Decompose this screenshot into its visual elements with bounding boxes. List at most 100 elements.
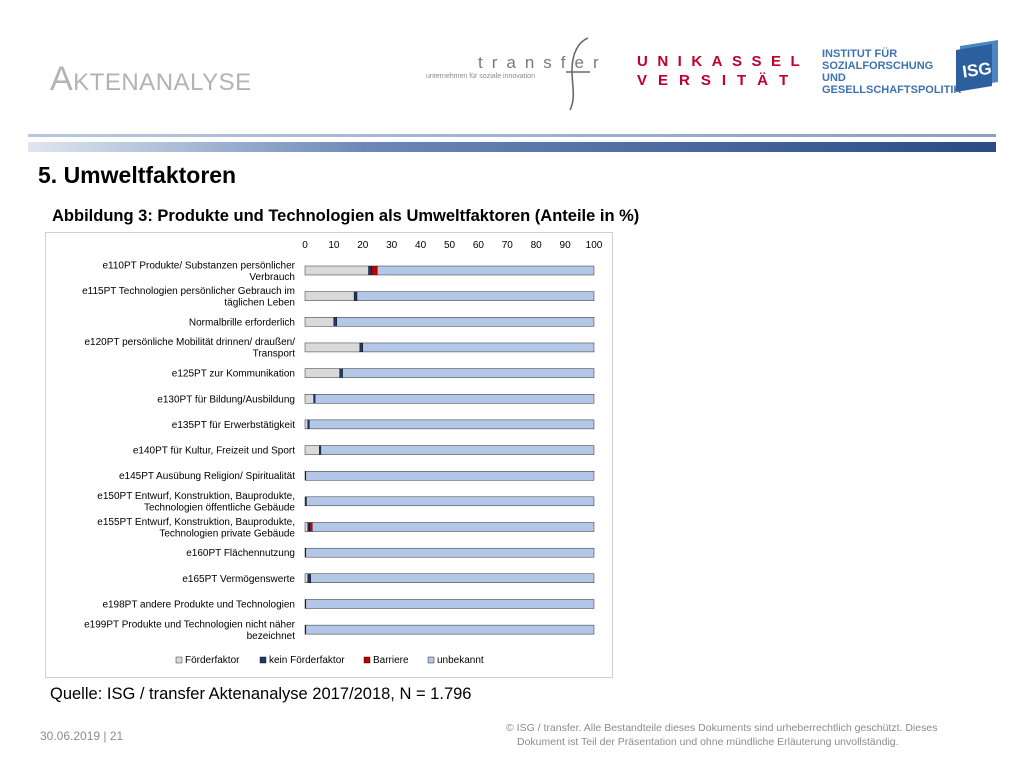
x-tick-label: 40 <box>415 240 427 251</box>
bar-segment <box>377 265 595 276</box>
bar-segment <box>305 547 595 558</box>
legend-label: unbekannt <box>437 655 484 666</box>
x-tick-label: 70 <box>502 240 514 251</box>
category-label: e140PT für Kultur, Freizeit und Sport <box>133 446 295 457</box>
bar-segment <box>314 394 595 404</box>
category-label: e150PT Entwurf, Konstruktion, Bauprodukt… <box>97 491 295 502</box>
category-label: e120PT persönliche Mobilität drinnen/ dr… <box>85 337 296 348</box>
bar-segment <box>304 496 307 507</box>
category-label: Verbrauch <box>249 272 295 283</box>
stacked-bar-chart: 0 10 20 30 40 50 60 70 80 90 100 e110PT Produkte/ S… <box>82 240 603 666</box>
footer-copyright: © ISG / transfer. Alle Bestandteile dies… <box>506 721 986 749</box>
category-label: e199PT Produkte und Technologien nicht n… <box>84 619 296 630</box>
x-tick-label: 50 <box>444 240 456 251</box>
category-label: e165PT Vermögenswerte <box>182 574 295 585</box>
bar-segment <box>307 419 310 430</box>
bar-segment <box>333 317 337 327</box>
unikassel-logo: UNIKASSEL VERSITÄT <box>637 53 809 88</box>
legend-swatch <box>427 656 435 664</box>
bar-segment <box>368 265 372 276</box>
bar-segment <box>305 624 595 635</box>
figure-caption: Abbildung 3: Produkte und Technologien a… <box>52 207 640 225</box>
bar-segment <box>371 265 378 276</box>
section-title: 5. Umweltfaktoren <box>38 162 237 188</box>
bar-segment <box>307 573 311 583</box>
bar-segment <box>320 445 595 455</box>
category-label: e135PT für Erwerbstätigkeit <box>172 420 295 431</box>
bar-segment <box>304 394 314 404</box>
transfer-logo-tagline: unternehmen für soziale innovation <box>426 73 535 80</box>
bar-segment <box>304 573 309 583</box>
bar-segment <box>304 317 335 327</box>
category-label: e145PT Ausübung Religion/ Spiritualität <box>119 471 295 482</box>
x-tick-label: 0 <box>302 240 308 251</box>
category-label: Transport <box>253 349 296 360</box>
x-tick-label: 10 <box>328 240 340 251</box>
category-label: e160PT Flächennutzung <box>186 548 295 559</box>
svg-text:ISG: ISG <box>961 59 993 82</box>
bar-segment <box>304 445 320 455</box>
category-label: täglichen Leben <box>224 297 295 308</box>
bar-segment <box>304 265 369 276</box>
category-label: e115PT Technologien persönlicher Gebrauc… <box>82 286 295 297</box>
category-label: e155PT Entwurf, Konstruktion, Bauprodukt… <box>97 517 295 528</box>
category-label: Technologien private Gebäude <box>159 528 295 539</box>
bar-segment <box>356 291 595 301</box>
unikassel-logo-line1: UNIKASSEL <box>637 53 809 70</box>
legend-swatch <box>175 656 183 664</box>
bar-segment <box>305 470 595 481</box>
bar-segment <box>312 522 595 532</box>
bar-segment <box>309 419 595 430</box>
legend-label: Barriere <box>373 655 409 666</box>
bar-segment <box>362 342 595 353</box>
transfer-logo: transfer unternehmen für soziale innovat… <box>426 37 608 111</box>
legend-swatch <box>259 656 267 664</box>
category-label: e110PT Produkte/ Substanzen persönlicher <box>102 260 295 271</box>
category-label: e130PT für Bildung/Ausbildung <box>157 394 295 405</box>
category-label: Technologien öffentliche Gebäude <box>144 503 295 514</box>
source-note: Quelle: ISG / transfer Aktenanalyse 2017… <box>50 685 472 703</box>
category-label: e198PT andere Produkte und Technologien <box>102 599 295 610</box>
bar-segment <box>305 599 595 609</box>
bar-segment <box>304 522 309 532</box>
isg-logo-line2: SOZIALFORSCHUNG UND <box>822 60 934 84</box>
bar-segment <box>304 419 309 430</box>
footer-date-page: 30.06.2019 | 21 <box>40 729 124 743</box>
isg-logo-mark: ISG <box>956 40 998 92</box>
legend-swatch <box>363 656 371 664</box>
x-tick-label: 90 <box>560 240 572 251</box>
header-divider <box>28 134 996 152</box>
page-title: Aktenanalyse <box>50 60 252 98</box>
isg-logo-text: INSTITUT FÜR SOZIALFORSCHUNG UND GESELLS… <box>822 48 962 96</box>
x-tick-label: 80 <box>531 240 543 251</box>
x-tick-label: 20 <box>357 240 369 251</box>
bar-segment <box>359 342 364 353</box>
bar-segment <box>310 573 595 583</box>
transfer-logo-swoosh <box>569 37 589 111</box>
bar-segment <box>313 394 316 404</box>
bar-segment <box>342 368 595 378</box>
x-tick-label: 100 <box>586 240 603 251</box>
x-tick-label: 30 <box>386 240 398 251</box>
bar-segment <box>319 445 322 455</box>
isg-logo-line1: INSTITUT FÜR <box>822 48 898 60</box>
bar-segment <box>306 496 595 507</box>
bar-segment <box>309 522 313 532</box>
bar-segment <box>307 522 310 532</box>
footer-copyright-line1: © ISG / transfer. Alle Bestandteile dies… <box>506 722 938 734</box>
category-label: e125PT zur Kommunikation <box>172 369 295 380</box>
unikassel-logo-line2: VERSITÄT <box>637 72 799 88</box>
category-label: bezeichnet <box>247 631 296 642</box>
chart-container: 0 10 20 30 40 50 60 70 80 90 100 e110PT Produkte/ S… <box>45 232 613 678</box>
x-tick-label: 60 <box>473 240 485 251</box>
footer-copyright-line2: Dokument ist Teil der Präsentation und o… <box>517 736 899 748</box>
transfer-logo-word: transfer <box>478 53 608 72</box>
bar-segment <box>339 368 343 378</box>
bar-segment <box>336 317 595 327</box>
bar-segment <box>304 291 355 301</box>
category-label: Normalbrille erforderlich <box>189 317 295 328</box>
bar-segment <box>353 291 358 301</box>
legend-label: kein Förderfaktor <box>269 655 345 666</box>
bar-segment <box>304 368 340 378</box>
isg-logo-line3: GESELLSCHAFTSPOLITIK <box>822 84 962 96</box>
